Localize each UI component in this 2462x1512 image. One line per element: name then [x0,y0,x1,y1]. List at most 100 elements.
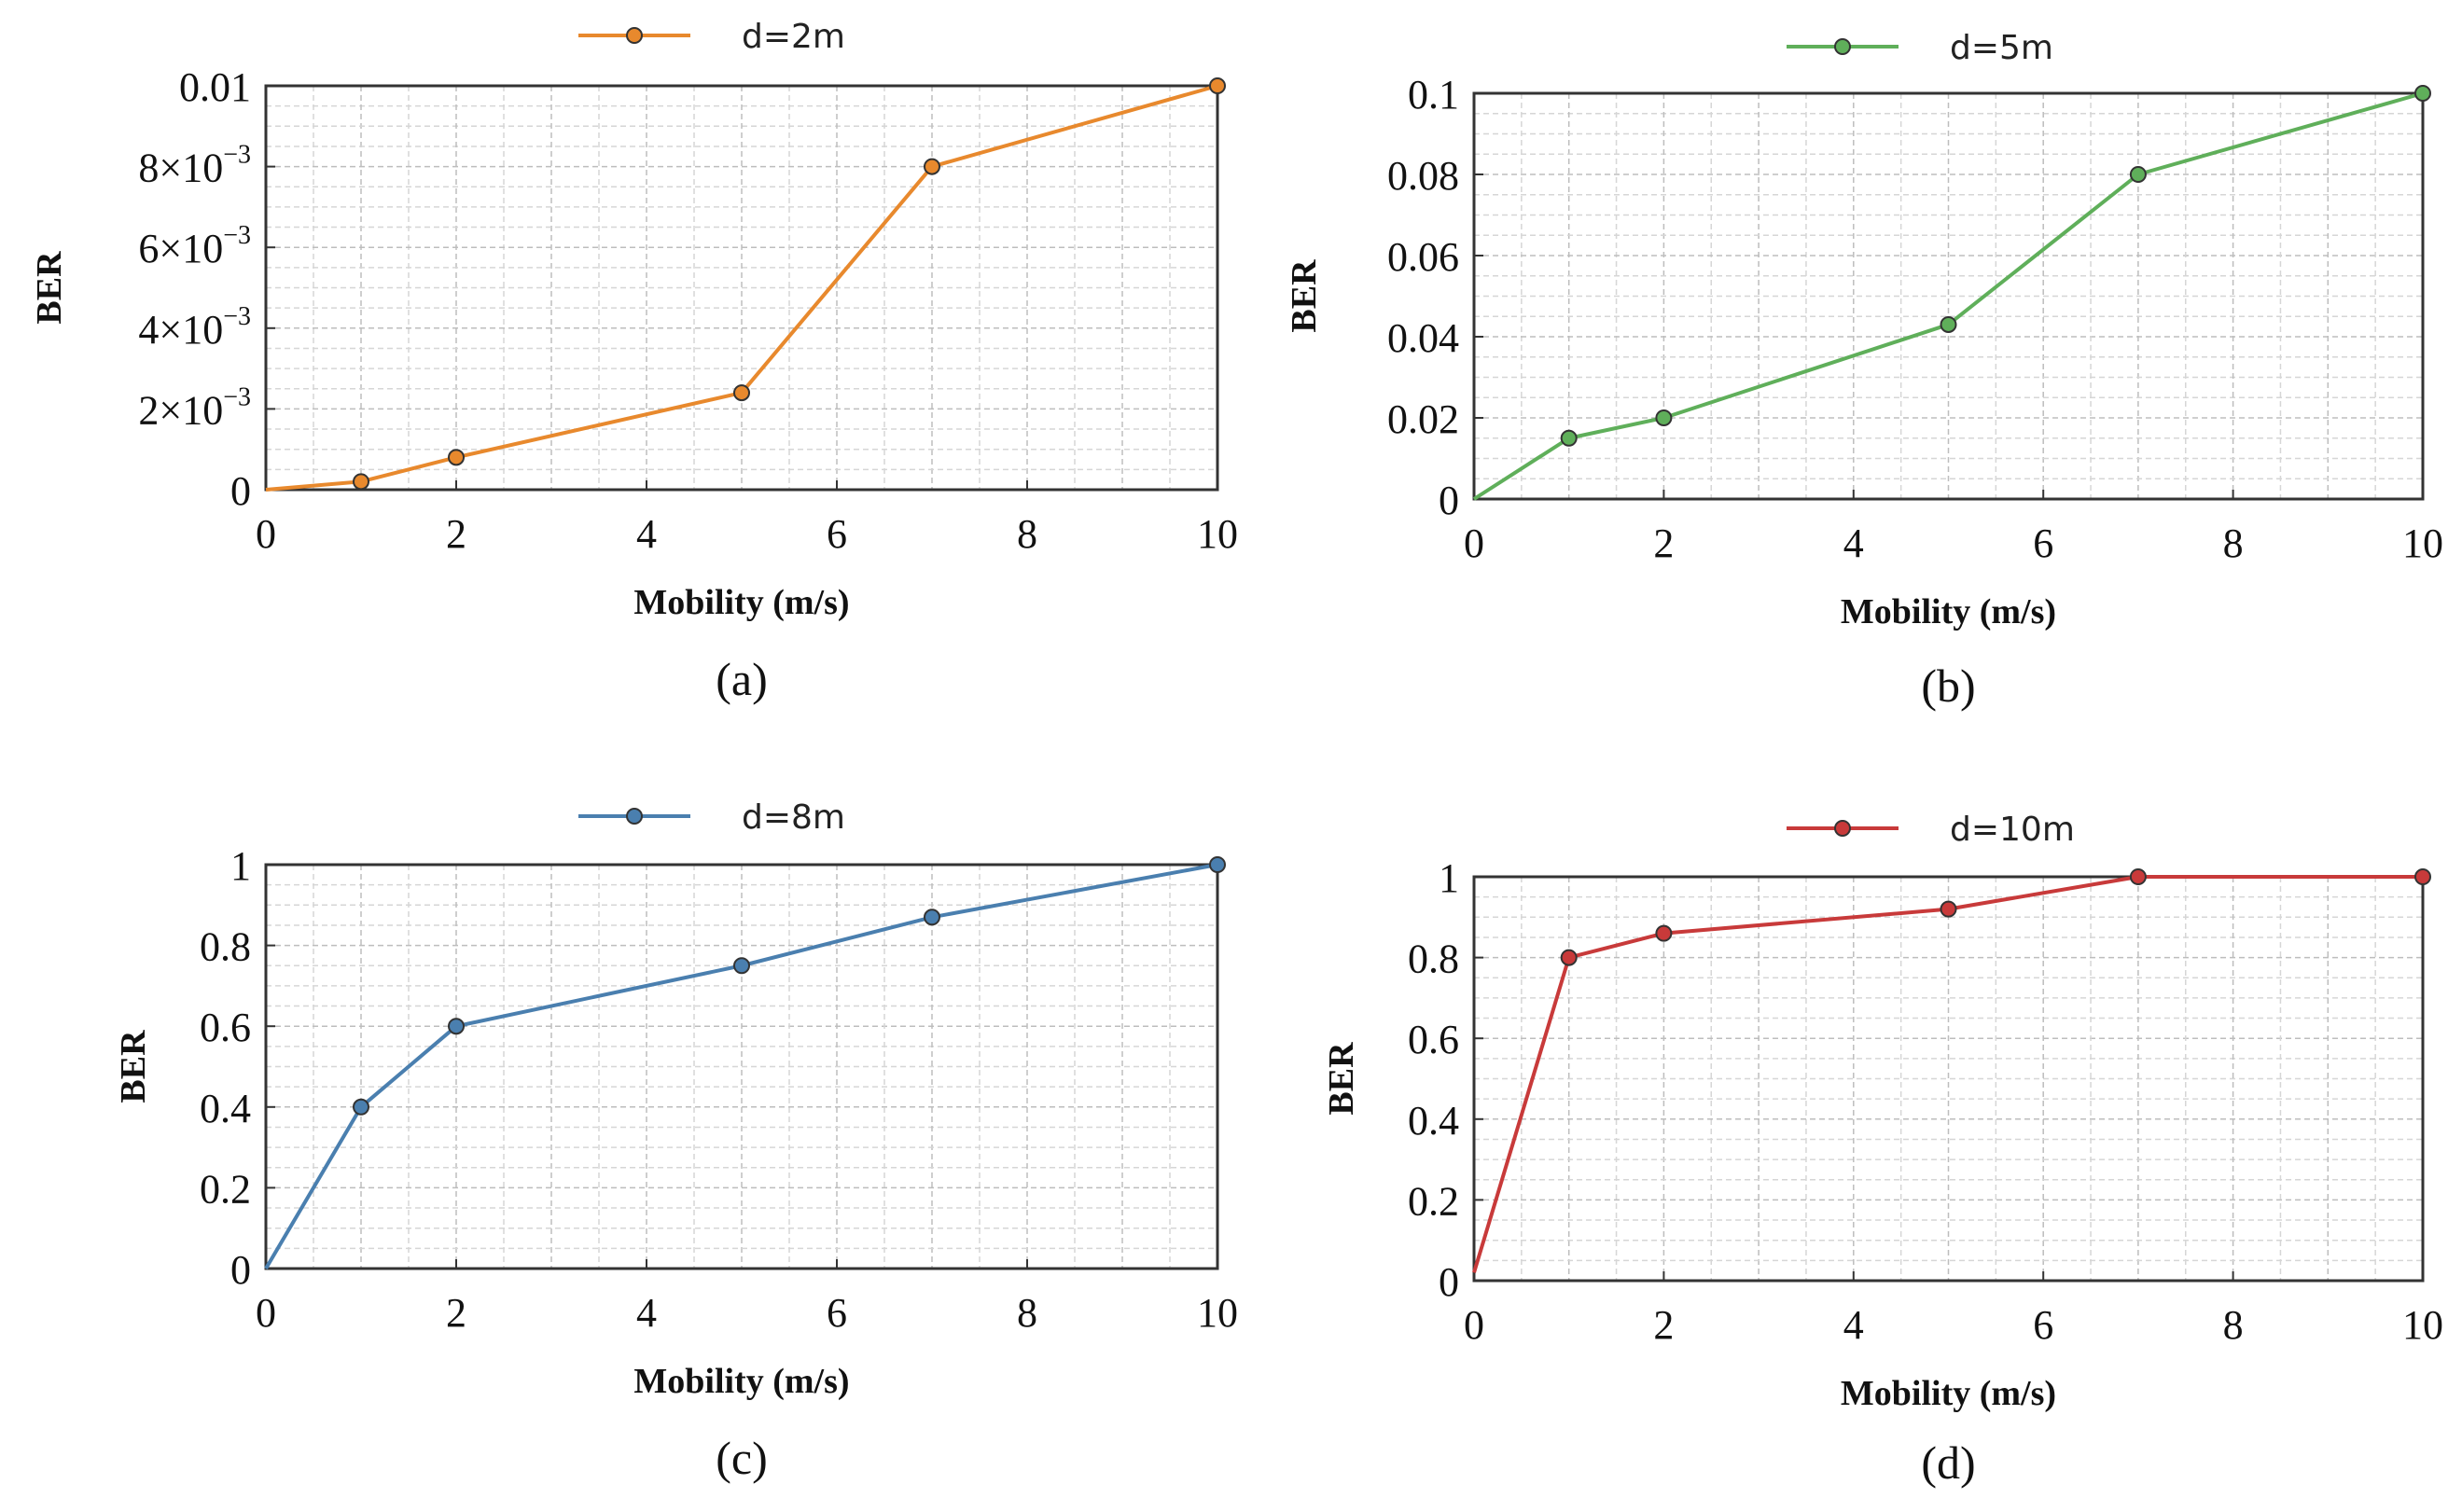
y-tick-label-base: 0.2 [200,1166,251,1212]
data-point [353,473,369,491]
chart-panel-c: 0 2 4 6 8 10 0 0.2 0.4 0.6 0.8 1 Mobility (m/s) BER d=… [114,798,1238,1484]
y-tick-label-base: 0.01 [179,64,251,110]
x-tick-label: 6 [2033,1302,2053,1348]
y-tick-label: 0.04 [1387,315,1459,361]
x-tick-label: 4 [636,511,657,557]
legend-marker [1834,820,1851,837]
y-tick-label-base: 0.4 [1408,1098,1459,1144]
y-tick-label-base: 0.4 [200,1086,251,1131]
x-tick-label: 10 [1197,1290,1238,1336]
y-tick-label: 0.2 [1408,1178,1459,1224]
data-point [1940,900,1957,918]
x-tick-label: 10 [2402,520,2443,566]
axes-frame [1472,875,2425,1283]
x-tick-label: 4 [636,1290,657,1336]
x-axis-title: Mobility (m/s) [1841,592,2056,631]
y-axis-title: BER [30,251,69,325]
data-point [924,158,940,175]
data-point [1940,315,1957,333]
y-tick-label-base: 1 [230,843,251,889]
data-point [1655,409,1673,426]
x-tick-label: 0 [256,511,276,557]
x-tick-label: 2 [446,511,466,557]
y-tick-label: 0.1 [1408,72,1459,118]
legend-label: d=2m [742,18,845,56]
chart-panel-d: 0 2 4 6 8 10 0 0.2 0.4 0.6 0.8 1 Mobility (m/s) BER d=… [1322,811,2443,1489]
y-tick-label-base: 8×10 [138,146,223,191]
y-tick-label-exponent: −3 [223,302,251,331]
y-tick-label: 1 [230,843,251,889]
series-line [1472,875,2423,1273]
y-tick-label: 0.06 [1387,234,1459,280]
y-tick-label: 0.6 [1408,1017,1459,1062]
y-tick-label-base: 6×10 [138,226,223,271]
data-point [733,384,750,402]
legend: d=8m [578,798,845,837]
y-tick-label-exponent: −3 [223,382,251,411]
data-point [924,909,940,926]
x-tick-label: 2 [1653,520,1674,566]
y-tick-label-base: 0.06 [1387,234,1459,280]
y-tick-label-base: 0 [1439,478,1459,523]
legend-label: d=5m [1950,29,2053,67]
x-tick-label: 0 [256,1290,276,1336]
y-tick-label-base: 0.2 [1408,1178,1459,1224]
x-tick-label: 8 [2223,1302,2244,1348]
legend-marker [626,27,643,44]
y-axis-title: BER [114,1030,153,1103]
data-point [1560,949,1578,966]
legend: d=2m [578,18,845,56]
y-tick-label-base: 0 [230,1247,251,1293]
y-tick-label: 0.08 [1387,153,1459,199]
series-line [1472,91,2424,501]
data-point [733,957,750,975]
axes-frame [264,863,1219,1270]
data-point [1209,77,1226,94]
y-tick-label-base: 1 [1439,855,1459,901]
y-tick-label: 0 [1439,1259,1459,1305]
x-tick-label: 10 [1197,511,1238,557]
y-tick-label: 6×10−3 [138,221,251,271]
y-tick-label-base: 4×10 [138,307,223,353]
panel-caption: (c) [716,1432,768,1484]
x-axis-title: Mobility (m/s) [1841,1374,2056,1413]
x-tick-label: 8 [2223,520,2244,566]
x-axis-title: Mobility (m/s) [633,583,849,622]
x-tick-label: 0 [1464,520,1484,566]
y-tick-label: 0.8 [200,924,251,970]
data-point [1655,924,1673,942]
y-tick-label: 8×10−3 [138,141,251,191]
x-tick-label: 6 [827,1290,847,1336]
x-tick-label: 10 [2402,1302,2443,1348]
legend-marker [1834,38,1851,55]
y-tick-label: 2×10−3 [138,382,251,433]
data-point [2414,868,2431,885]
legend-marker [626,808,643,825]
axes-frame [264,84,1219,492]
y-tick-label: 0.4 [1408,1098,1459,1144]
x-tick-label: 8 [1017,511,1037,557]
chart-panel-b: 0 2 4 6 8 10 0 0.02 0.04 0.06 0.08 0.1 Mobility (m/s… [1285,29,2443,712]
y-tick-label-base: 0.6 [200,1005,251,1050]
data-point [1560,429,1578,447]
y-tick-label-base: 0.04 [1387,315,1459,361]
y-tick-label: 0.6 [200,1005,251,1050]
legend-label: d=10m [1950,811,2075,849]
y-tick-label: 0.02 [1387,396,1459,442]
y-tick-label: 0.4 [200,1086,251,1131]
y-tick-label: 0.8 [1408,936,1459,982]
x-tick-label: 2 [446,1290,466,1336]
data-point [2414,85,2431,102]
legend: d=5m [1787,29,2053,67]
y-tick-label-base: 0 [230,468,251,514]
y-tick-label-base: 0.02 [1387,396,1459,442]
legend-label: d=8m [742,798,845,837]
panel-caption: (a) [716,653,768,705]
data-point [353,1098,369,1116]
series-line [264,863,1218,1270]
grid [266,86,1217,490]
x-tick-label: 6 [2033,520,2053,566]
y-tick-label: 0.2 [200,1166,251,1212]
x-tick-label: 0 [1464,1302,1484,1348]
